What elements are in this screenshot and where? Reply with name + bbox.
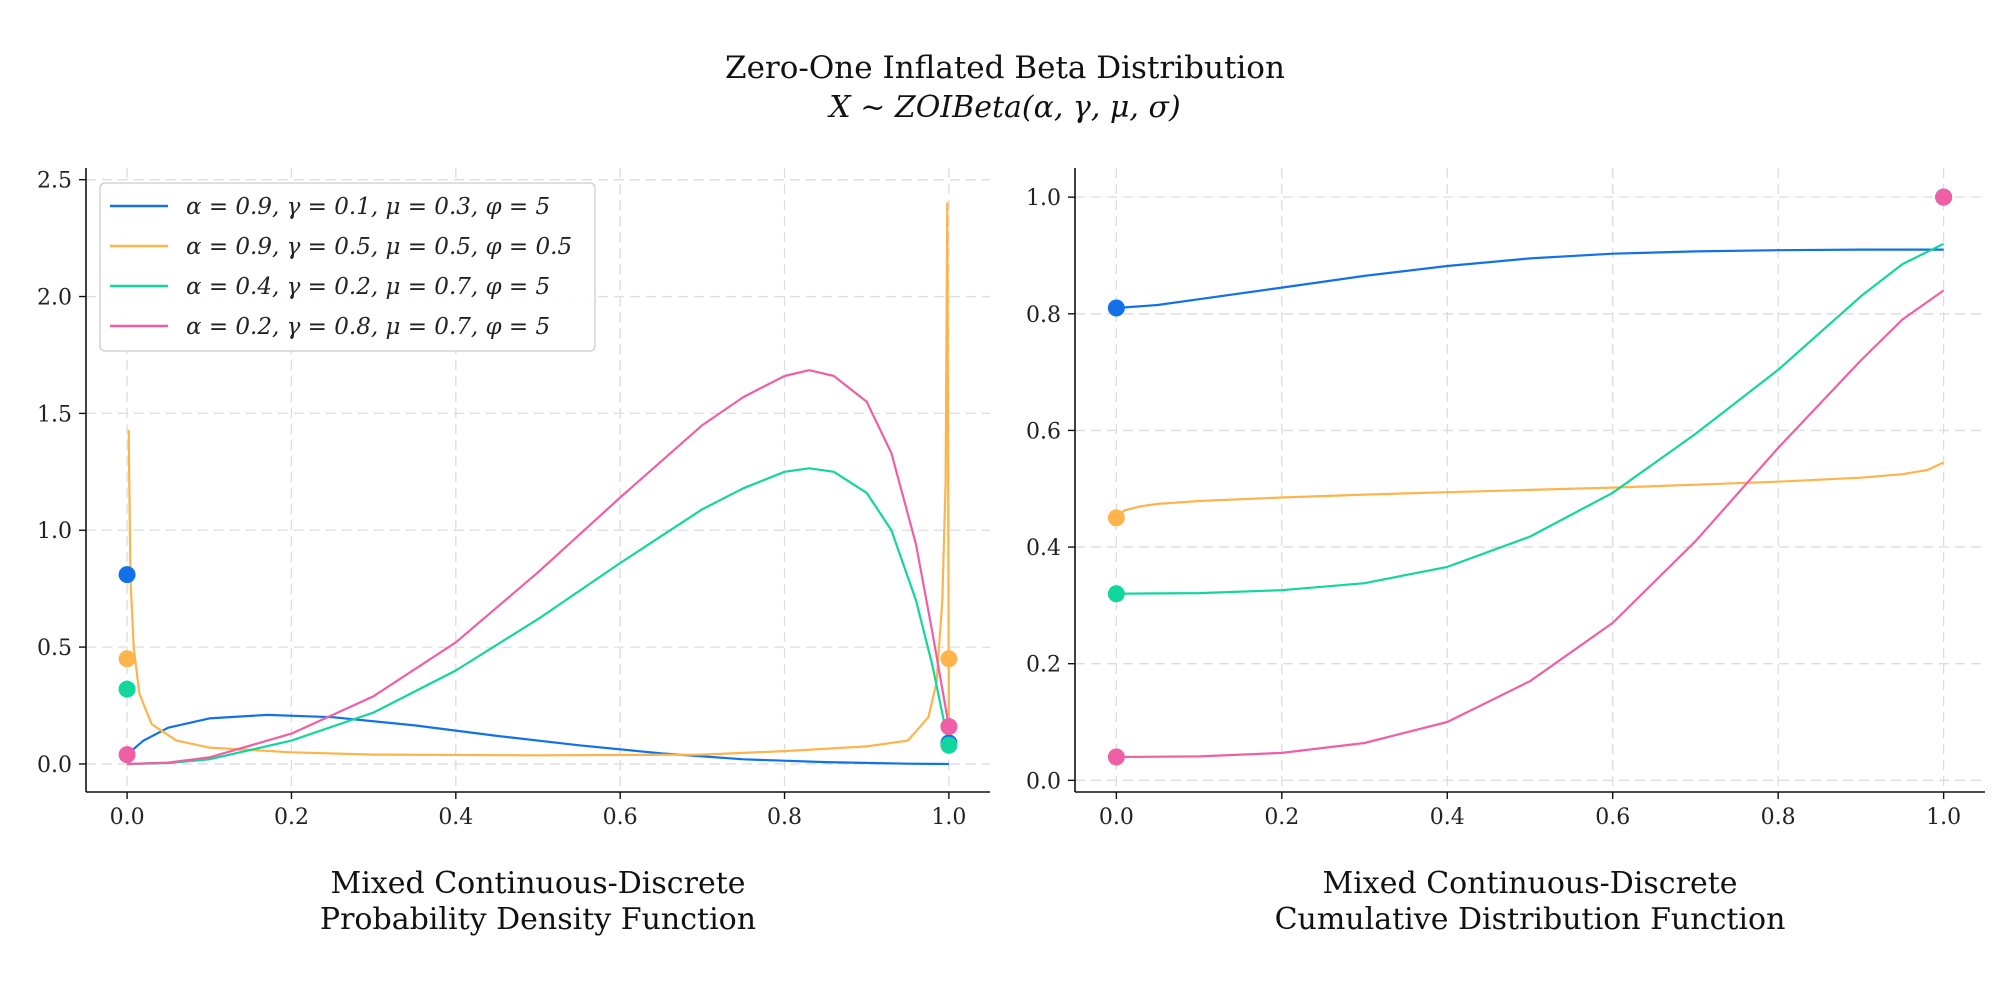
pdf-y-tick-label-1: 0.5: [37, 636, 72, 661]
pdf-y-tick-label-0: 0.0: [37, 753, 72, 778]
pdf-point-mass-orange-0: [118, 650, 136, 668]
cdf-y-tick-label-1: 0.2: [1026, 653, 1061, 678]
pdf-y-tick-label-4: 2.0: [37, 286, 72, 311]
cdf-x-tick-label-3: 0.6: [1595, 805, 1630, 830]
pdf-point-mass-orange-1: [940, 650, 958, 668]
cdf-point-mass-pink-1: [1935, 188, 1953, 206]
pdf-x-axis-label-line-2: Probability Density Function: [320, 902, 756, 937]
pdf-x-axis-label-line-1: Mixed Continuous-Discrete: [330, 866, 745, 901]
pdf-point-mass-pink-0: [118, 746, 136, 764]
cdf-point-mass-blue-0: [1107, 299, 1125, 317]
pdf-x-tick-label-5: 1.0: [931, 805, 966, 830]
pdf-series-green-line: [127, 467, 950, 766]
figure-subtitle: X ~ ZOIBeta(α, γ, μ, σ): [827, 90, 1180, 125]
pdf-point-mass-pink-1: [940, 718, 958, 736]
pdf-point-mass-green-1: [940, 736, 958, 754]
pdf-x-tick-label-2: 0.4: [438, 805, 473, 830]
legend-frame: [99, 182, 596, 352]
pdf-y-tick-label-3: 1.5: [37, 402, 72, 427]
pdf-series-pink-line: [127, 369, 950, 766]
pdf-x-tick-label-0: 0.0: [110, 805, 145, 830]
cdf-y-tick-label-3: 0.6: [1026, 419, 1061, 444]
pdf-x-tick-label-3: 0.6: [603, 805, 638, 830]
cdf-y-tick-label-4: 0.8: [1026, 303, 1061, 328]
pdf-series-blue-line: [126, 713, 949, 766]
cdf-point-mass-orange-0: [1107, 509, 1125, 527]
cdf-x-axis-label-line-1: Mixed Continuous-Discrete: [1322, 866, 1737, 901]
cdf-point-mass-green-0: [1107, 585, 1125, 603]
pdf-x-tick-label-4: 0.8: [767, 805, 802, 830]
pdf-point-mass-blue-0: [118, 566, 136, 584]
cdf-x-tick-label-2: 0.4: [1430, 805, 1465, 830]
pdf-chart: 0.0 0.2 0.4 0.6 0.8 1.0 0.0 0.5 1.0 1.5 2.0 2.5 Mixe…: [37, 168, 990, 937]
cdf-series-green-line: [1116, 242, 1945, 595]
cdf-series-orange-line: [1115, 461, 1945, 519]
legend-label-pink: α = 0.2, γ = 0.8, μ = 0.7, φ = 5: [186, 314, 550, 340]
pdf-y-tick-label-2: 1.0: [37, 519, 72, 544]
legend-label-green: α = 0.4, γ = 0.2, μ = 0.7, φ = 5: [186, 274, 550, 300]
pdf-x-tick-label-1: 0.2: [274, 805, 309, 830]
cdf-series-blue-line: [1116, 248, 1944, 310]
pdf-legend: α = 0.9, γ = 0.1, μ = 0.3, φ = 5 α = 0.9,…: [99, 182, 596, 352]
cdf-x-tick-label-1: 0.2: [1264, 805, 1299, 830]
cdf-series-pink-line: [1116, 289, 1945, 759]
cdf-y-tick-label-0: 0.0: [1026, 769, 1061, 794]
pdf-y-tick-label-5: 2.5: [37, 169, 72, 194]
cdf-y-tick-label-5: 1.0: [1026, 186, 1061, 211]
cdf-point-mass-pink-0: [1107, 748, 1125, 766]
cdf-y-tick-label-2: 0.4: [1026, 536, 1061, 561]
cdf-x-tick-label-0: 0.0: [1099, 805, 1134, 830]
cdf-x-tick-label-4: 0.8: [1761, 805, 1796, 830]
legend-label-orange: α = 0.9, γ = 0.5, μ = 0.5, φ = 0.5: [186, 234, 572, 260]
cdf-x-axis-label-line-2: Cumulative Distribution Function: [1275, 902, 1786, 937]
cdf-x-tick-label-5: 1.0: [1926, 805, 1961, 830]
cdf-chart: 0.0 0.2 0.4 0.6 0.8 1.0 0.0 0.2 0.4 0.6 0.8 1.0 Mixe…: [1026, 168, 1985, 937]
pdf-series-orange-line: [127, 202, 951, 757]
figure-title: Zero-One Inflated Beta Distribution: [725, 50, 1285, 86]
legend-label-blue: α = 0.9, γ = 0.1, μ = 0.3, φ = 5: [186, 194, 550, 220]
pdf-point-mass-green-0: [118, 680, 136, 698]
